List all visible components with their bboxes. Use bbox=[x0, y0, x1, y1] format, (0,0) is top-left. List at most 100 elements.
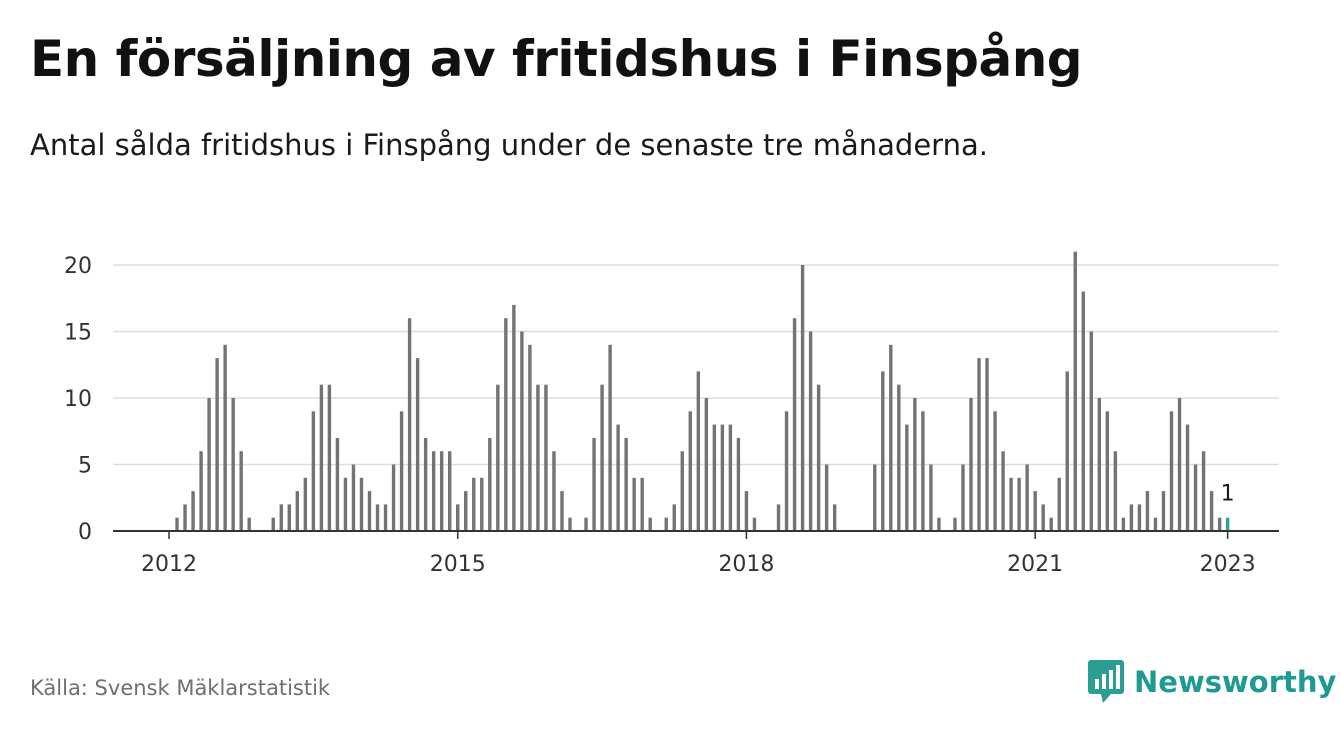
bar bbox=[367, 491, 372, 531]
bar bbox=[439, 451, 444, 531]
bar bbox=[311, 411, 316, 531]
bar bbox=[496, 384, 500, 531]
bar bbox=[1177, 398, 1182, 531]
bar bbox=[480, 477, 484, 531]
bar bbox=[600, 384, 604, 531]
y-tick-label: 15 bbox=[64, 321, 92, 346]
bar bbox=[528, 344, 532, 531]
bar bbox=[688, 411, 692, 531]
bar bbox=[993, 411, 997, 531]
bar bbox=[1009, 477, 1013, 531]
bar bbox=[969, 398, 973, 531]
bar bbox=[1217, 517, 1222, 531]
bar bbox=[327, 384, 332, 531]
bar bbox=[247, 517, 251, 531]
bar bbox=[784, 411, 789, 531]
bar-latest bbox=[1225, 517, 1230, 531]
bar bbox=[1129, 504, 1134, 531]
bar bbox=[1041, 504, 1045, 531]
y-tick-label: 20 bbox=[64, 254, 92, 279]
bar bbox=[279, 504, 283, 531]
bar bbox=[816, 384, 821, 531]
bar bbox=[897, 384, 901, 531]
bar bbox=[520, 331, 524, 531]
bar bbox=[752, 517, 757, 531]
bar bbox=[640, 477, 644, 531]
data-label-latest: 1 bbox=[1221, 482, 1235, 507]
bar bbox=[873, 464, 877, 531]
bar bbox=[223, 344, 227, 531]
bar bbox=[584, 517, 588, 531]
bar bbox=[1185, 424, 1190, 531]
source-note: Källa: Svensk Mäklarstatistik bbox=[30, 676, 331, 700]
bar bbox=[383, 504, 388, 531]
bar bbox=[1057, 477, 1061, 531]
bar bbox=[696, 371, 701, 531]
bar bbox=[624, 437, 628, 531]
bar bbox=[608, 344, 612, 531]
bar bbox=[287, 504, 291, 531]
bar bbox=[672, 504, 676, 531]
x-tick-label: 2021 bbox=[1007, 552, 1063, 577]
x-tick-label: 2015 bbox=[430, 552, 486, 577]
bar bbox=[728, 424, 733, 531]
bar bbox=[776, 504, 781, 531]
bar bbox=[231, 398, 235, 531]
bar bbox=[953, 517, 957, 531]
bar bbox=[199, 451, 203, 531]
bar bbox=[488, 437, 492, 531]
bar bbox=[680, 451, 684, 531]
bar bbox=[632, 477, 636, 531]
bar bbox=[183, 504, 187, 531]
bar bbox=[343, 477, 348, 531]
y-tick-label: 10 bbox=[64, 387, 92, 412]
bar bbox=[351, 464, 356, 531]
bar bbox=[295, 491, 300, 531]
bar bbox=[977, 358, 981, 531]
bar bbox=[456, 504, 460, 531]
bar bbox=[929, 464, 933, 531]
bar bbox=[616, 424, 620, 531]
bar bbox=[1145, 491, 1150, 531]
bar bbox=[712, 424, 717, 531]
bar bbox=[215, 358, 219, 531]
brand-name: Newsworthy bbox=[1134, 665, 1337, 699]
bar bbox=[1025, 464, 1029, 531]
bar bbox=[1073, 251, 1077, 531]
bar bbox=[207, 398, 211, 531]
x-tick-label: 2012 bbox=[141, 552, 197, 577]
bar bbox=[407, 318, 412, 531]
bar bbox=[448, 451, 452, 531]
bar bbox=[985, 358, 989, 531]
bar bbox=[736, 437, 741, 531]
bar bbox=[1209, 491, 1214, 531]
bar bbox=[648, 517, 652, 531]
bar bbox=[415, 358, 420, 531]
bar bbox=[744, 491, 749, 531]
bar bbox=[512, 304, 516, 531]
bar bbox=[1105, 411, 1110, 531]
bar bbox=[504, 318, 508, 531]
bar bbox=[905, 424, 909, 531]
bar bbox=[359, 477, 364, 531]
bar bbox=[889, 344, 893, 531]
bar bbox=[961, 464, 965, 531]
bar bbox=[1121, 517, 1126, 531]
bar bbox=[1097, 398, 1102, 531]
bar bbox=[319, 384, 324, 531]
bar bbox=[399, 411, 404, 531]
bar bbox=[664, 517, 668, 531]
x-tick-label: 2023 bbox=[1200, 552, 1256, 577]
bar bbox=[913, 398, 917, 531]
bar bbox=[303, 477, 308, 531]
bar bbox=[1153, 517, 1158, 531]
bar bbox=[1033, 491, 1037, 531]
bar bbox=[1201, 451, 1206, 531]
bar bbox=[1001, 451, 1005, 531]
bar bbox=[1113, 451, 1118, 531]
bar bbox=[921, 411, 925, 531]
bar bbox=[1193, 464, 1198, 531]
bar bbox=[1169, 411, 1174, 531]
bar bbox=[1161, 491, 1166, 531]
